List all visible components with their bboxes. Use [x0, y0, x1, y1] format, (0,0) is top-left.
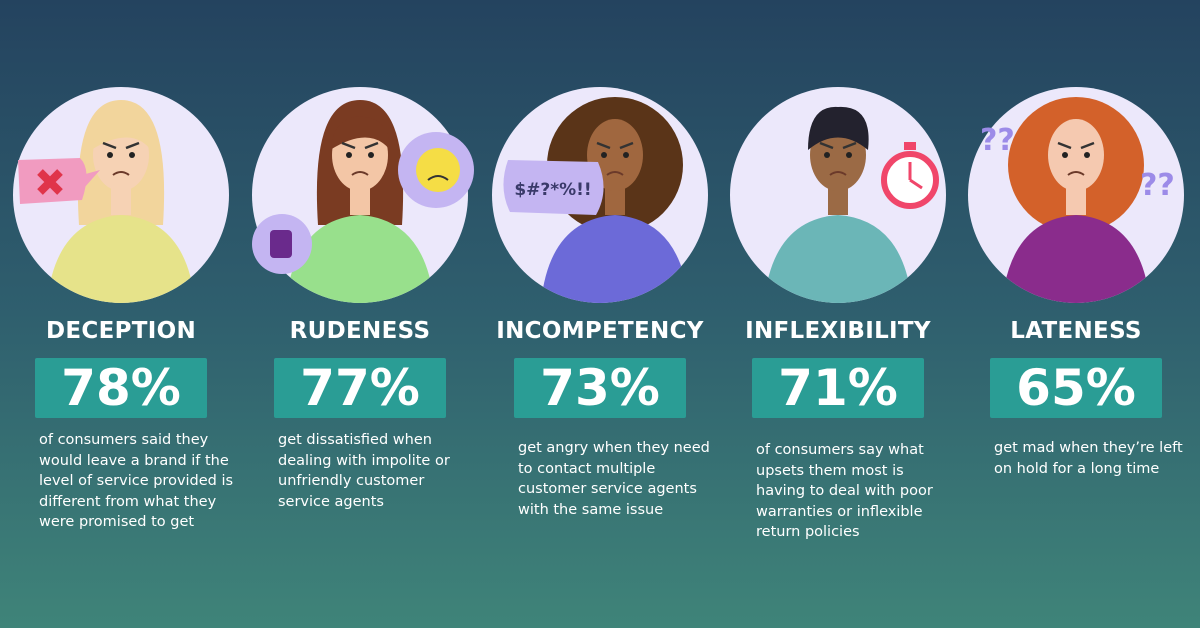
hair [808, 106, 869, 150]
sad-face [416, 148, 460, 192]
brow [819, 141, 857, 150]
stopwatch-top [904, 142, 916, 150]
person [1001, 97, 1151, 303]
mouth [351, 171, 369, 176]
red-x [37, 169, 63, 195]
eye [824, 152, 830, 158]
body [1001, 215, 1151, 303]
section-title: INCOMPETENCY [496, 318, 704, 344]
mouth [1067, 171, 1085, 176]
thumb-down [270, 230, 292, 258]
description: of consumers say what upsets them most i… [756, 442, 933, 540]
person [285, 100, 435, 303]
brow [596, 141, 634, 150]
stat-box: 73% [514, 358, 686, 418]
mouth [829, 171, 847, 176]
stat-box: 65% [990, 358, 1162, 418]
eye [846, 152, 852, 158]
brow [102, 141, 140, 150]
mouth [112, 171, 130, 176]
neck [828, 185, 848, 215]
bubble-text: $#?*%!! [514, 180, 591, 200]
fringe [330, 116, 390, 150]
body [46, 215, 196, 303]
stat-box: 71% [752, 358, 924, 418]
neck [605, 185, 625, 215]
stopwatch-hands [908, 162, 923, 190]
eye [107, 152, 113, 158]
description: of consumers said they would leave a bra… [39, 432, 234, 530]
stat-box: 77% [274, 358, 446, 418]
neck [1066, 185, 1086, 215]
description: get dissatisfied when dealing with impol… [278, 432, 450, 510]
eye [129, 152, 135, 158]
eye [346, 152, 352, 158]
eye [368, 152, 374, 158]
face [1048, 119, 1104, 191]
person [763, 106, 913, 303]
brow [341, 141, 379, 150]
fringe [91, 116, 151, 150]
description: get mad when they’re left on hold for a … [994, 440, 1183, 477]
section-title: INFLEXIBILITY [745, 318, 931, 344]
question-marks: ?? [980, 123, 1015, 158]
question-marks: ?? [1140, 168, 1175, 203]
brow [1057, 141, 1095, 150]
description: get angry when they need to contact mult… [518, 440, 710, 518]
stat-box: 78% [35, 358, 207, 418]
neck [111, 185, 131, 215]
section-title: RUDENESS [289, 318, 431, 344]
bubble [503, 160, 604, 215]
eye [1062, 152, 1068, 158]
sad-mouth [427, 175, 449, 181]
body [763, 215, 913, 303]
section-title: DECEPTION [46, 318, 196, 344]
body [285, 215, 435, 303]
eye [601, 152, 607, 158]
eye [1084, 152, 1090, 158]
person [46, 100, 196, 303]
neck [350, 185, 370, 215]
eye [623, 152, 629, 158]
mouth [606, 171, 624, 176]
section-title: LATENESS [1010, 318, 1142, 344]
speech-bubble [18, 158, 100, 204]
